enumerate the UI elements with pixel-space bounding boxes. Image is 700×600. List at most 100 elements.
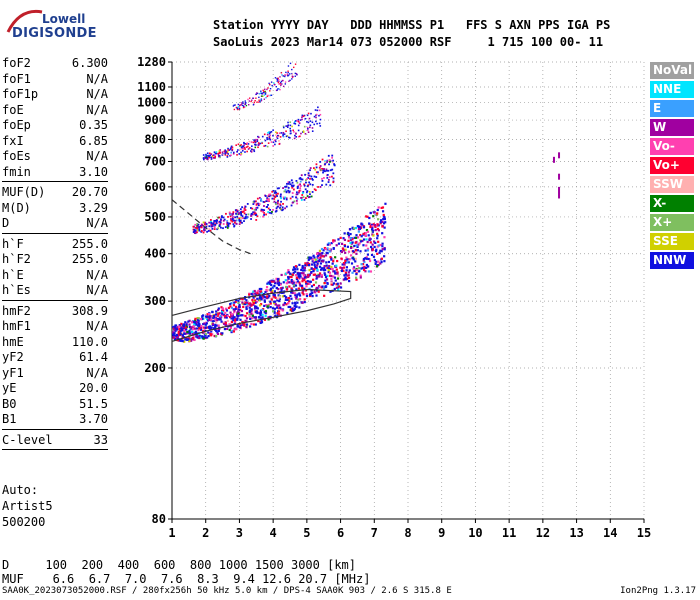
x-tick-label: 12 [536, 526, 550, 540]
echo-point [237, 299, 240, 303]
echo-point [282, 133, 284, 136]
echo-point [344, 271, 347, 274]
echo-point [204, 223, 206, 226]
echo-point [291, 68, 293, 71]
echo-point [220, 313, 224, 316]
echo-point [351, 271, 354, 274]
echo-point [227, 149, 229, 151]
echo-point [304, 289, 308, 292]
echo-point [188, 329, 191, 333]
param-label: hmF2 [2, 303, 31, 318]
echo-point [233, 311, 236, 314]
echo-point [252, 104, 255, 106]
echo-point [278, 88, 280, 90]
echo-point [318, 258, 321, 261]
echo-point [301, 116, 303, 119]
echo-point [294, 303, 297, 306]
echo-point [213, 226, 216, 229]
header-labels: Station YYYY DAY DDD HHMMSS P1 FFS S AXN… [213, 18, 611, 32]
echo-point [335, 264, 338, 267]
echo-point [188, 319, 191, 322]
echo-point [250, 215, 252, 217]
echo-point [257, 204, 260, 207]
echo-point [199, 328, 203, 331]
echo-point [250, 322, 253, 325]
echo-point [223, 218, 226, 221]
echo-point [371, 226, 374, 229]
param-label: hmF1 [2, 319, 31, 333]
echo-point [358, 242, 361, 245]
echo-point [289, 136, 291, 139]
echo-point [264, 90, 266, 93]
echo-point [267, 281, 270, 284]
echo-point [304, 264, 307, 267]
echo-point [285, 130, 287, 133]
echo-point [269, 94, 272, 97]
echo-point [289, 127, 291, 130]
echo-point [342, 249, 345, 252]
echo-point [355, 252, 358, 255]
echo-point [198, 327, 201, 330]
echo-point [253, 101, 256, 104]
echo-point [220, 306, 223, 309]
echo-point [244, 103, 246, 105]
echo-point [558, 192, 561, 199]
echo-point [292, 281, 295, 284]
echo-point [307, 127, 309, 130]
echo-point [279, 207, 281, 209]
echo-point [214, 223, 217, 226]
echo-point [289, 183, 292, 186]
echo-point [383, 248, 386, 251]
echo-point [366, 215, 369, 218]
echo-point [318, 122, 321, 125]
echo-point [318, 284, 321, 288]
echo-point [205, 153, 207, 156]
echo-point [366, 249, 370, 252]
echo-point [297, 277, 300, 280]
param-row: D N/A [2, 216, 108, 232]
echo-point [323, 272, 326, 275]
echo-point [242, 217, 244, 219]
echo-point [260, 199, 263, 202]
echo-point [246, 304, 249, 307]
echo-point [207, 316, 210, 319]
echo-point [196, 227, 199, 230]
echo-point [252, 303, 255, 306]
param-value: N/A [86, 319, 108, 333]
echo-point [359, 250, 362, 253]
echo-point [284, 196, 287, 199]
echo-point [326, 281, 329, 285]
echo-point [203, 230, 206, 232]
echo-point [307, 177, 310, 179]
echo-point [219, 149, 222, 151]
logo-line2: DIGISONDE [12, 26, 97, 41]
echo-point [374, 250, 378, 253]
param-group-muf: MUF(D) 20.70 M(D) 3.29 D N/A [2, 185, 108, 232]
echo-point [266, 297, 269, 300]
echo-point [229, 148, 232, 150]
echo-point [277, 79, 279, 81]
echo-point [291, 281, 294, 285]
echo-point [226, 156, 229, 158]
echo-point [380, 261, 383, 264]
echo-point [179, 324, 182, 327]
echo-point [251, 292, 255, 295]
dashed-profile-line [171, 199, 254, 256]
echo-point [236, 210, 239, 213]
echo-point [292, 280, 295, 283]
echo-point [217, 152, 219, 155]
echo-point [203, 226, 206, 229]
echo-point [298, 263, 301, 266]
echo-point [235, 144, 238, 146]
echo-point [298, 294, 302, 297]
echo-point [361, 239, 364, 243]
echo-point [262, 89, 264, 92]
echo-point [297, 129, 300, 132]
echo-point [237, 305, 241, 308]
echo-point [251, 207, 254, 210]
echo-point [310, 263, 314, 266]
echo-point [321, 285, 324, 288]
echo-point [278, 187, 280, 190]
echo-point [240, 144, 242, 146]
echo-point [287, 276, 290, 279]
